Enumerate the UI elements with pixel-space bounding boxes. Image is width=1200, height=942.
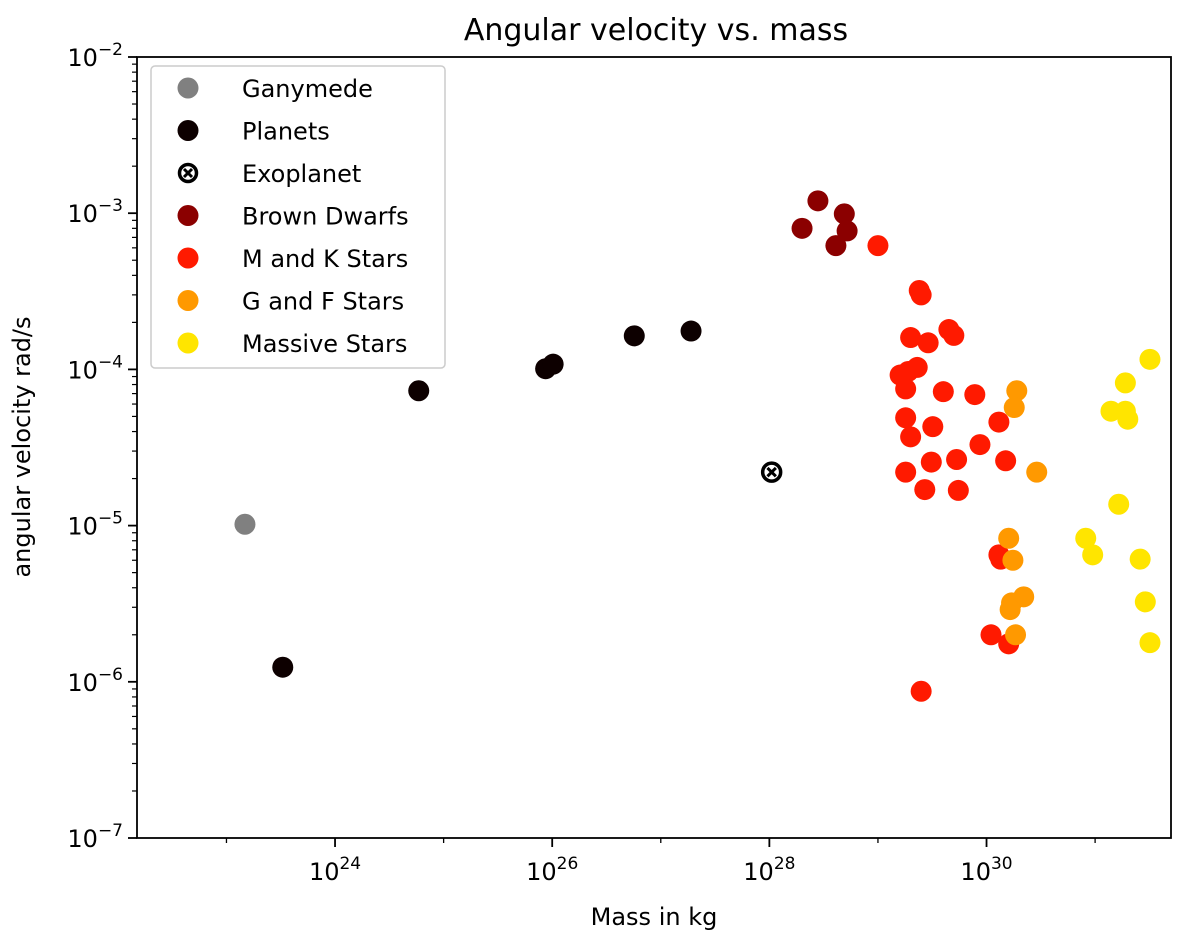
massive-stars-point bbox=[1134, 591, 1156, 613]
y-tick-label: 10−4 bbox=[67, 352, 123, 384]
massive-stars-point bbox=[1108, 493, 1130, 515]
g-and-f-stars-point bbox=[999, 599, 1021, 621]
massive-stars-point bbox=[1117, 408, 1139, 430]
m-and-k-stars-point bbox=[922, 416, 944, 438]
m-and-k-stars-point bbox=[914, 479, 936, 501]
y-tick-label: 10−2 bbox=[67, 40, 123, 72]
legend-marker bbox=[177, 120, 199, 141]
massive-stars-point bbox=[1082, 544, 1104, 566]
legend-label: G and F Stars bbox=[242, 288, 404, 316]
m-and-k-stars-point bbox=[969, 434, 991, 456]
x-tick-label: 1028 bbox=[743, 854, 795, 886]
m-and-k-stars-point bbox=[947, 479, 969, 501]
legend-marker bbox=[177, 332, 199, 354]
y-axis: 10−7 10−6 10−5 10−4 10−3 10−2 bbox=[67, 40, 137, 853]
legend-item-g-and-f-stars: G and F Stars bbox=[177, 288, 404, 316]
legend-item-massive-stars: Massive Stars bbox=[177, 330, 407, 358]
chart-title: Angular velocity vs. mass bbox=[464, 13, 848, 48]
m-and-k-stars-point bbox=[895, 461, 917, 483]
m-and-k-stars-point bbox=[995, 450, 1017, 472]
ganymede-point bbox=[234, 513, 256, 535]
x-tick-label: 1026 bbox=[526, 854, 578, 886]
legend-item-brown-dwarfs: Brown Dwarfs bbox=[177, 203, 409, 231]
m-and-k-stars-point bbox=[932, 381, 954, 403]
massive-stars-point bbox=[1139, 348, 1161, 370]
g-and-f-stars-point bbox=[1005, 624, 1027, 646]
legend-marker bbox=[177, 205, 199, 226]
m-and-k-stars-point bbox=[988, 411, 1010, 433]
planets-point bbox=[680, 320, 702, 342]
massive-stars-point bbox=[1114, 372, 1136, 394]
m-and-k-stars-point bbox=[980, 624, 1002, 646]
legend-label: Massive Stars bbox=[242, 330, 407, 358]
planets-point bbox=[408, 380, 430, 402]
m-and-k-stars-point bbox=[867, 235, 889, 257]
brown-dwarfs-point bbox=[836, 220, 858, 242]
legend-item-planets: Planets bbox=[177, 118, 330, 146]
brown-dwarfs-point bbox=[833, 203, 855, 225]
y-tick-label: 10−5 bbox=[67, 509, 123, 541]
planets-point bbox=[272, 656, 294, 678]
legend-label: Brown Dwarfs bbox=[242, 203, 409, 231]
y-tick-label: 10−7 bbox=[67, 821, 123, 853]
planets-point bbox=[623, 325, 645, 347]
exoplanet-point bbox=[760, 461, 783, 483]
legend-label: Ganymede bbox=[242, 75, 373, 103]
brown-dwarfs-point bbox=[825, 235, 847, 257]
legend-item-m-and-k-stars: M and K Stars bbox=[177, 245, 408, 273]
m-and-k-stars-point bbox=[910, 284, 932, 306]
legend-box bbox=[150, 65, 446, 369]
legend-label: Exoplanet bbox=[242, 160, 361, 188]
m-and-k-stars-point bbox=[943, 324, 965, 346]
x-tick-label: 1024 bbox=[309, 854, 361, 886]
legend-item-exoplanet: Exoplanet bbox=[177, 160, 361, 188]
m-and-k-stars-point bbox=[895, 407, 917, 429]
y-axis-label: angular velocity rad/s bbox=[8, 316, 36, 577]
m-and-k-stars-point bbox=[946, 448, 968, 470]
y-tick-label: 10−3 bbox=[67, 196, 123, 228]
legend-marker bbox=[177, 290, 199, 311]
m-and-k-stars-point bbox=[917, 332, 939, 354]
g-and-f-stars-point bbox=[998, 527, 1020, 549]
brown-dwarfs-point bbox=[807, 190, 829, 212]
legend-label: M and K Stars bbox=[242, 245, 408, 273]
planets-point bbox=[542, 353, 564, 375]
y-tick-label: 10−6 bbox=[67, 665, 123, 697]
legend-marker bbox=[177, 247, 199, 269]
m-and-k-stars-point bbox=[895, 378, 917, 400]
brown-dwarfs-point bbox=[791, 217, 813, 239]
massive-stars-point bbox=[1139, 632, 1161, 654]
massive-stars-point bbox=[1100, 400, 1122, 422]
legend-item-ganymede: Ganymede bbox=[177, 75, 373, 103]
g-and-f-stars-point bbox=[1003, 397, 1025, 419]
g-and-f-stars-point bbox=[1002, 549, 1024, 571]
plot-area-frame bbox=[136, 56, 1172, 839]
m-and-k-stars-point bbox=[900, 426, 922, 448]
x-tick-label: 1030 bbox=[960, 854, 1012, 886]
x-axis: 1024 1026 1028 1030 bbox=[225, 838, 1096, 886]
g-and-f-stars-point bbox=[1026, 461, 1048, 483]
m-and-k-stars-point bbox=[920, 451, 942, 473]
m-and-k-stars-point bbox=[910, 680, 932, 702]
data-points bbox=[234, 190, 1161, 702]
g-and-f-stars-point bbox=[1006, 380, 1028, 402]
massive-stars-point bbox=[1075, 527, 1097, 549]
legend-label: Planets bbox=[242, 118, 330, 146]
m-and-k-stars-point bbox=[900, 327, 922, 349]
legend: Ganymede Planets Exoplanet Brown Dwarfs M an… bbox=[150, 65, 446, 369]
m-and-k-stars-point bbox=[964, 384, 986, 406]
legend-marker bbox=[177, 77, 199, 99]
massive-stars-point bbox=[1129, 548, 1151, 570]
x-axis-label: Mass in kg bbox=[591, 903, 718, 931]
